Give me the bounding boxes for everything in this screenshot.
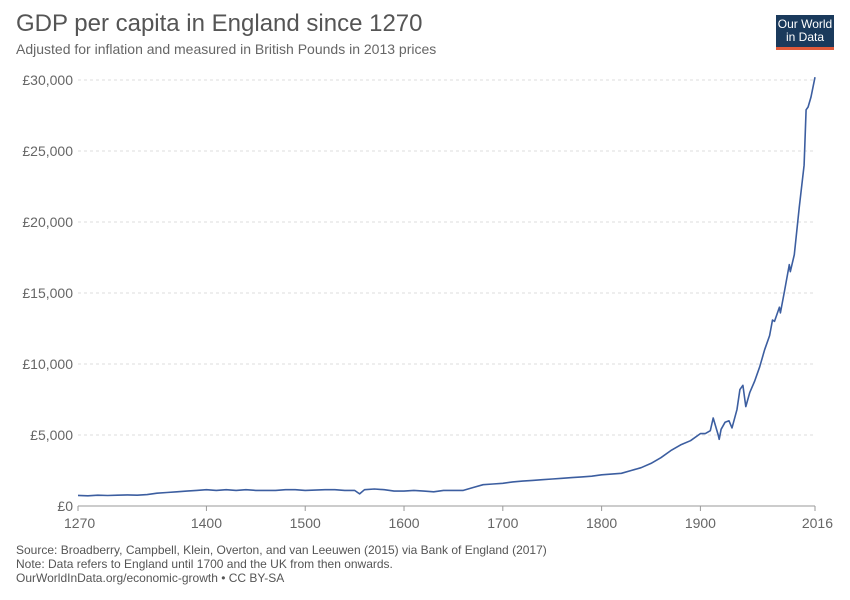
x-tick-label: 1270 [64,515,95,531]
source-note: Source: Broadberry, Campbell, Klein, Ove… [16,543,547,557]
x-tick-label: 1800 [586,515,617,531]
owid-logo[interactable]: Our World in Data [776,15,834,50]
x-tick-label: 2016 [802,515,833,531]
x-tick-label: 1900 [685,515,716,531]
data-note: Note: Data refers to England until 1700 … [16,557,393,571]
y-tick-label: £30,000 [22,72,73,88]
logo-line-1: Our World [777,17,833,31]
y-tick-label: £0 [57,498,73,514]
x-tick-label: 1700 [487,515,518,531]
x-tick-label: 1500 [290,515,321,531]
x-tick-label: 1400 [191,515,222,531]
footer-link[interactable]: OurWorldInData.org/economic-growth • CC … [16,571,285,585]
gdp-series-line [77,77,816,497]
chart-subtitle: Adjusted for inflation and measured in B… [16,41,437,57]
y-tick-label: £25,000 [22,143,73,159]
chart-title: GDP per capita in England since 1270 [16,10,423,37]
y-tick-label: £10,000 [22,356,73,372]
y-tick-label: £15,000 [22,285,73,301]
y-tick-label: £5,000 [30,427,73,443]
y-tick-label: £20,000 [22,214,73,230]
x-tick-label: 1600 [388,515,419,531]
logo-line-2: in Data [785,30,825,44]
